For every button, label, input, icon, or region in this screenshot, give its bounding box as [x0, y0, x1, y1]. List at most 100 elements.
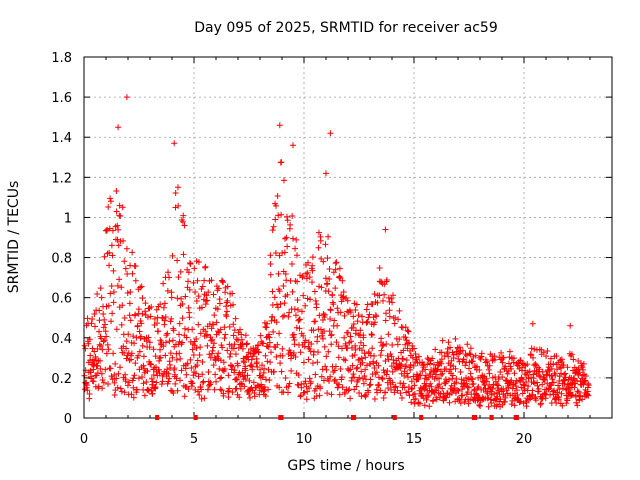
y-axis-label: SRMTID / TECUs [6, 181, 22, 294]
data-point [271, 294, 278, 301]
data-point [287, 349, 294, 356]
data-point [266, 334, 273, 341]
data-point [183, 334, 190, 341]
data-point [217, 375, 224, 382]
data-point [499, 359, 506, 366]
data-point [389, 299, 396, 306]
data-point [109, 252, 116, 259]
data-point [91, 348, 98, 355]
data-point [348, 344, 355, 351]
data-point [467, 370, 474, 377]
data-point [264, 343, 271, 350]
data-point [241, 383, 248, 390]
data-point [136, 328, 143, 335]
data-point [367, 381, 374, 388]
data-point [211, 312, 218, 319]
data-point [93, 372, 100, 379]
data-point [171, 371, 178, 378]
data-point [199, 371, 206, 378]
data-point [130, 375, 137, 382]
data-point [404, 374, 411, 381]
data-point [254, 364, 261, 371]
data-point [174, 184, 181, 191]
data-point [207, 379, 214, 386]
data-point [106, 262, 113, 269]
data-point [433, 367, 440, 374]
data-point [279, 345, 286, 352]
data-point [123, 245, 130, 252]
data-point [131, 372, 138, 379]
data-point [350, 324, 357, 331]
data-point [108, 318, 115, 325]
data-point [546, 366, 553, 373]
data-point [295, 382, 302, 389]
data-point [260, 388, 267, 395]
data-point [394, 387, 401, 394]
data-point [210, 344, 217, 351]
data-point [178, 367, 185, 374]
data-point [524, 361, 531, 368]
data-point [465, 400, 472, 407]
data-point [355, 312, 362, 319]
data-point [439, 337, 446, 344]
data-point [317, 385, 324, 392]
data-point [105, 302, 112, 309]
data-point [370, 360, 377, 367]
data-point [213, 319, 220, 326]
data-point [379, 343, 386, 350]
data-point [497, 396, 504, 403]
data-point [347, 366, 354, 373]
data-point [174, 257, 181, 264]
data-point [333, 259, 340, 266]
data-point [392, 314, 399, 321]
data-point [560, 362, 567, 369]
data-point [128, 391, 135, 398]
data-point [564, 364, 571, 371]
data-point [505, 384, 512, 391]
data-point [585, 392, 592, 399]
data-point [396, 307, 403, 314]
data-point [360, 334, 367, 341]
data-point [322, 241, 329, 248]
data-point [264, 320, 271, 327]
data-point [223, 308, 230, 315]
data-point [237, 326, 244, 333]
data-point [313, 393, 320, 400]
data-point [261, 384, 268, 391]
data-point [214, 306, 221, 313]
data-point [344, 308, 351, 315]
data-point [262, 323, 269, 330]
data-point [505, 360, 512, 367]
data-point [297, 349, 304, 356]
data-point [580, 366, 587, 373]
data-point [266, 339, 273, 346]
data-point [181, 222, 188, 229]
data-point [574, 402, 581, 409]
data-point [377, 352, 384, 359]
data-point [402, 341, 409, 348]
data-point [360, 342, 367, 349]
data-point [310, 327, 317, 334]
data-point [276, 384, 283, 391]
data-point [192, 363, 199, 370]
data-point [196, 391, 203, 398]
data-point [473, 391, 480, 398]
data-point [160, 343, 167, 350]
data-point [491, 356, 498, 363]
data-point [244, 340, 251, 347]
data-point [357, 339, 364, 346]
data-point [436, 375, 443, 382]
data-point [369, 345, 376, 352]
data-point [230, 321, 237, 328]
baseline-marker [278, 415, 282, 420]
data-point [541, 376, 548, 383]
data-point [430, 397, 437, 404]
data-point [473, 363, 480, 370]
data-point [203, 297, 210, 304]
data-point [358, 347, 365, 354]
data-point [388, 386, 395, 393]
y-tick-label: 0 [64, 412, 72, 427]
data-point [325, 233, 332, 240]
data-point [388, 295, 395, 302]
data-point [325, 348, 332, 355]
